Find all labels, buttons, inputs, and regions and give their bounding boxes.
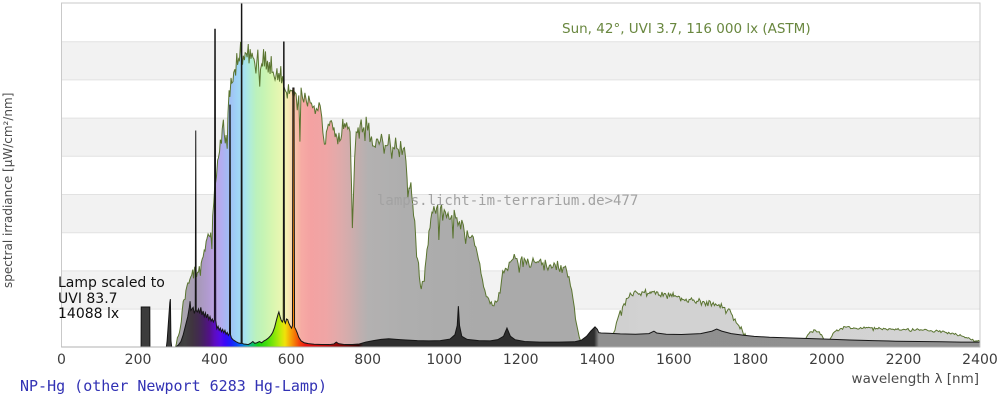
lamp-name-caption: NP-Hg (other Newport 6283 Hg-Lamp) <box>20 377 328 395</box>
x-tick-label: 200 <box>124 352 152 368</box>
lamp-scale-note: Lamp scaled to UVI 83.7 14088 lx <box>58 275 165 323</box>
x-tick-label: 0 <box>57 352 66 368</box>
x-tick-label: 600 <box>277 352 305 368</box>
x-tick-label: 1200 <box>502 352 539 368</box>
x-tick-label: 2400 <box>962 352 998 368</box>
x-tick-label: 400 <box>201 352 228 368</box>
plot-band <box>61 3 980 42</box>
x-tick-label: 1600 <box>656 352 692 368</box>
x-tick-label: 1400 <box>579 352 616 368</box>
watermark: lamps.licht-im-terrarium.de>477 <box>377 193 639 209</box>
plot-band <box>61 41 980 80</box>
plot-band <box>61 118 980 157</box>
x-tick-label: 2000 <box>809 352 845 368</box>
x-tick-label: 1000 <box>426 352 463 368</box>
x-tick-label: 800 <box>354 352 382 368</box>
sun-spectrum-line <box>174 41 980 347</box>
plot-band <box>61 156 980 195</box>
sun-series-label: Sun, 42°, UVI 3.7, 116 000 lx (ASTM) <box>562 21 811 37</box>
sun-spectrum-area <box>174 41 980 347</box>
x-tick-label: 1800 <box>732 352 769 368</box>
lamp-scale-note-line1: Lamp scaled to <box>58 275 165 291</box>
lamp-scale-note-line3: 14088 lx <box>58 306 120 322</box>
y-axis-label: spectral irradiance [µW/cm²/nm] <box>1 92 15 288</box>
plot-band <box>61 79 980 119</box>
x-tick-label: 2200 <box>885 352 922 368</box>
x-axis-title: wavelength λ [nm] <box>851 371 979 387</box>
lamp-scale-note-line2: UVI 83.7 <box>58 290 118 307</box>
lamp-spectrum-line <box>139 3 980 347</box>
